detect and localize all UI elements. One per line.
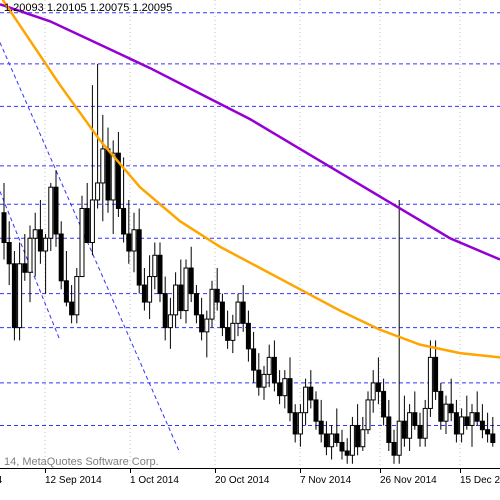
x-axis-label: 2014 bbox=[0, 475, 2, 486]
x-axis-label: 1 Oct 2014 bbox=[130, 475, 179, 486]
x-axis: 2014 12 Sep 2014 1 Oct 2014 20 Oct 2014 7 No… bbox=[0, 468, 500, 500]
chart-area[interactable]: 1.20093 1.20105 1.20075 1.20095 14, Meta… bbox=[0, 0, 500, 500]
copyright-label: 14, MetaQuotes Software Corp. bbox=[4, 456, 159, 468]
x-axis-label: 7 Nov 2014 bbox=[300, 475, 351, 486]
x-axis-label: 20 Oct 2014 bbox=[215, 475, 269, 486]
x-axis-label: 15 Dec 2014 bbox=[460, 475, 500, 486]
price-header: 1.20093 1.20105 1.20075 1.20095 bbox=[4, 2, 172, 14]
x-axis-label: 26 Nov 2014 bbox=[380, 475, 437, 486]
x-axis-label: 12 Sep 2014 bbox=[45, 475, 102, 486]
candlestick-chart bbox=[0, 0, 500, 468]
